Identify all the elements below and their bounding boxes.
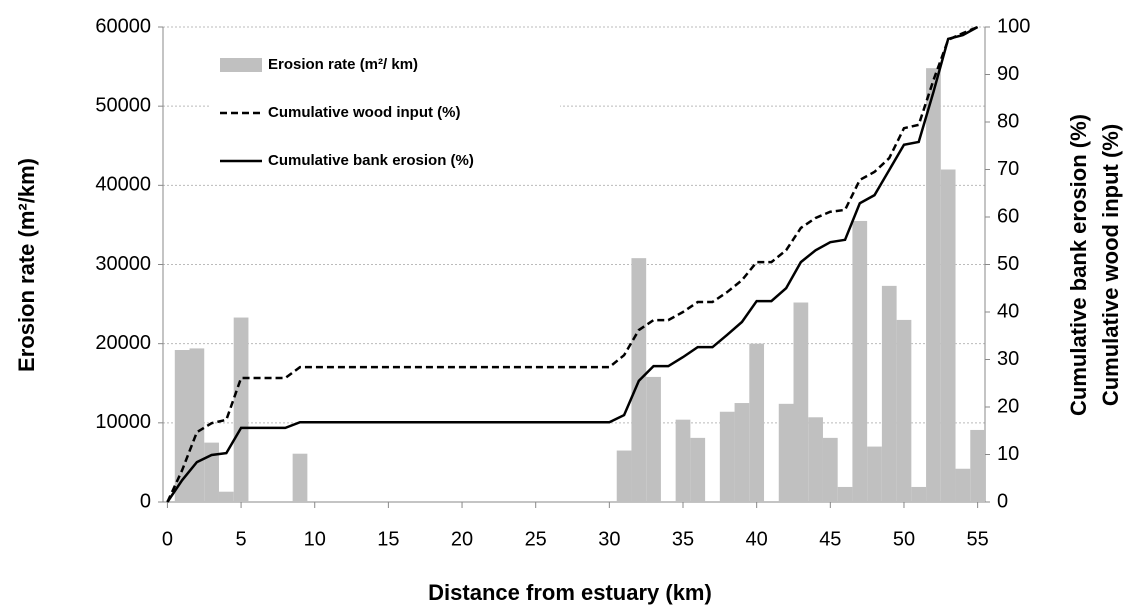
bar (940, 169, 956, 502)
bar (749, 343, 765, 502)
x-tick-label: 35 (672, 528, 694, 550)
y2-tick-label: 20 (997, 395, 1019, 417)
y2-tick-label: 50 (997, 253, 1019, 275)
bar (233, 317, 249, 502)
bar (867, 446, 882, 502)
bar (189, 348, 205, 502)
legend-swatch (220, 58, 262, 72)
x-tick-label: 45 (819, 528, 841, 550)
bar (970, 429, 985, 502)
y2-tick-label: 90 (997, 63, 1019, 85)
y-tick-label: 50000 (95, 94, 151, 116)
y-tick-label: 10000 (95, 411, 151, 433)
x-tick-label: 20 (451, 528, 473, 550)
legend-label: Cumulative bank erosion (%) (268, 152, 474, 169)
bar (837, 486, 853, 502)
y2-tick-label: 70 (997, 158, 1019, 180)
x-tick-label: 0 (162, 528, 173, 550)
legend-label: Erosion rate (m²/ km) (268, 56, 418, 73)
x-tick-label: 50 (893, 528, 915, 550)
bar (955, 468, 971, 502)
bar (292, 453, 308, 502)
x-tick-label: 15 (377, 528, 399, 550)
bar (734, 403, 750, 502)
x-tick-label: 40 (746, 528, 768, 550)
y-tick-label: 30000 (95, 253, 151, 275)
bar (852, 220, 868, 503)
y2-tick-label: 30 (997, 348, 1019, 370)
y2-axis-title: Cumulative wood input (%) (1098, 124, 1123, 406)
y2-tick-label: 60 (997, 205, 1019, 227)
y2-tick-label: 10 (997, 443, 1019, 465)
bar (690, 437, 706, 502)
bar (616, 450, 632, 502)
y2-axis-title: Cumulative bank erosion (%) (1066, 114, 1091, 416)
line (166, 25, 979, 503)
y-tick-label: 20000 (95, 332, 151, 354)
y2-tick-label: 100 (997, 15, 1030, 37)
bar (822, 437, 838, 502)
bar (881, 285, 897, 502)
bar (926, 68, 941, 503)
bar (675, 419, 691, 502)
bar (778, 403, 794, 502)
y2-tick-label: 0 (997, 490, 1008, 512)
x-tick-label: 5 (236, 528, 247, 550)
x-tick-label: 30 (598, 528, 620, 550)
bar (808, 417, 823, 502)
x-tick-label: 10 (304, 528, 326, 550)
legend-label: Cumulative wood input (%) (268, 104, 461, 121)
legend-background (210, 40, 560, 180)
bar (218, 491, 234, 502)
y2-tick-label: 80 (997, 110, 1019, 132)
bar (204, 442, 219, 502)
y-tick-label: 0 (140, 490, 151, 512)
bar (174, 350, 190, 502)
y2-tick-label: 40 (997, 300, 1019, 322)
bar (646, 376, 661, 502)
y-tick-label: 60000 (95, 15, 151, 37)
x-tick-label: 55 (967, 528, 989, 550)
x-tick-label: 25 (525, 528, 547, 550)
bar (719, 411, 735, 502)
bar (911, 486, 927, 502)
y-axis-title: Erosion rate (m²/km) (14, 158, 39, 372)
bar (896, 319, 912, 502)
bar (793, 302, 809, 502)
y-tick-label: 40000 (95, 174, 151, 196)
x-axis-title: Distance from estuary (km) (428, 580, 712, 605)
